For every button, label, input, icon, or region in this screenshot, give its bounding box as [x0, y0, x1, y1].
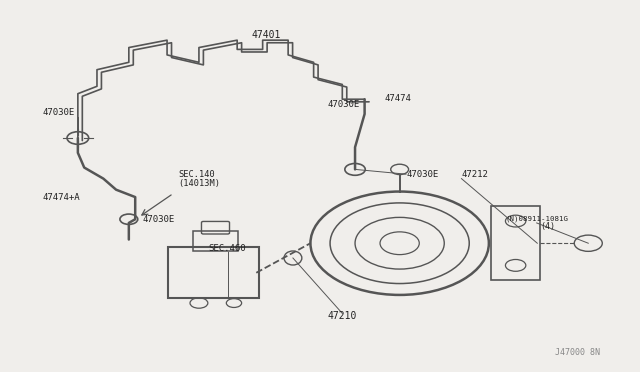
Text: 47474: 47474 — [385, 94, 412, 103]
Text: 47401: 47401 — [251, 31, 280, 40]
Text: 47212: 47212 — [461, 170, 488, 179]
Text: 47030E: 47030E — [43, 108, 75, 117]
Text: 47210: 47210 — [328, 311, 357, 321]
Text: 47030E: 47030E — [328, 100, 360, 109]
Text: SEC.460: SEC.460 — [209, 244, 246, 253]
Text: 47030E: 47030E — [406, 170, 438, 179]
Text: (14013M): (14013M) — [179, 179, 221, 187]
Text: J47000 8N: J47000 8N — [556, 349, 600, 357]
Text: (4): (4) — [541, 222, 556, 231]
Text: (N)08911-1081G: (N)08911-1081G — [505, 215, 568, 222]
Text: SEC.140: SEC.140 — [179, 170, 215, 179]
Text: 47030E: 47030E — [143, 215, 175, 224]
Text: 47474+A: 47474+A — [43, 193, 81, 202]
